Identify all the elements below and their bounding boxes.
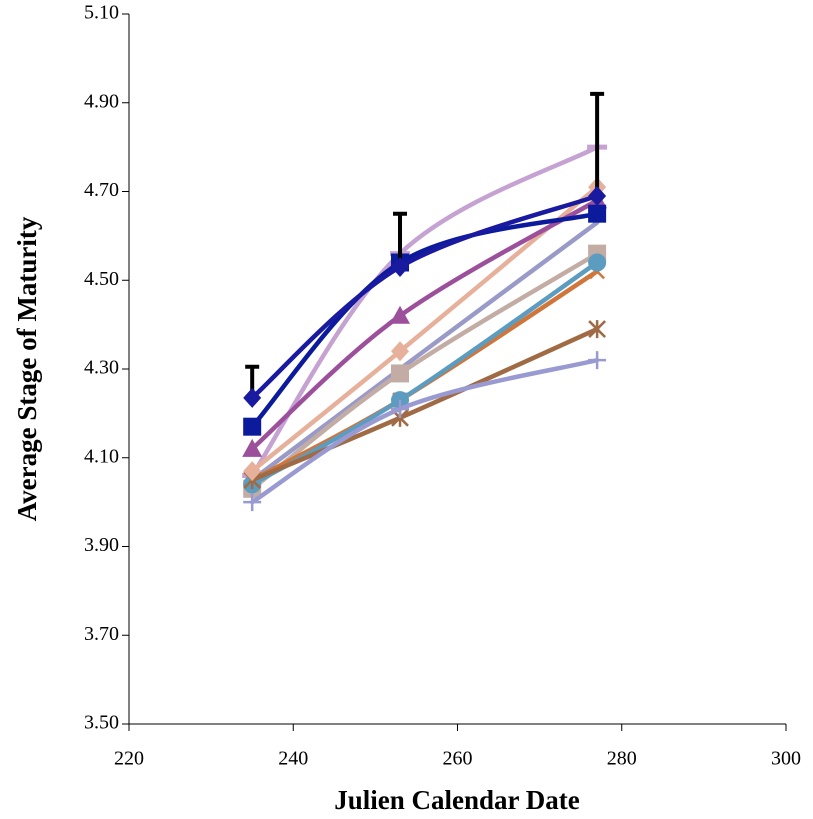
x-tick-label: 280 [607,748,637,770]
marker [390,305,411,324]
series-line [249,211,600,429]
marker [243,493,262,512]
x-tick-label: 260 [443,748,473,770]
marker [588,204,607,223]
y-axis-title: Average Stage of Maturity [12,216,42,521]
y-tick-label: 4.70 [84,179,119,201]
marker [391,256,410,277]
marker [588,351,607,370]
y-tick-label: 4.90 [84,90,119,112]
marker [391,399,410,418]
y-tick-label: 4.10 [84,445,119,467]
x-tick-label: 300 [771,748,801,770]
y-tick-label: 3.50 [84,712,119,734]
x-tick-label: 220 [114,748,144,770]
y-tick-label: 4.30 [84,357,119,379]
y-tick-label: 3.70 [84,623,119,645]
marker [391,341,410,362]
y-tick-label: 3.90 [84,534,119,556]
marker [243,461,262,482]
x-axis-title: Julien Calendar Date [334,785,580,815]
marker [391,364,410,383]
x-tick-label: 240 [278,748,308,770]
y-tick-label: 5.10 [84,2,119,24]
y-tick-label: 4.50 [84,268,119,290]
error-bar [590,91,605,196]
marker [242,438,263,457]
marker [243,417,262,436]
marker [588,185,607,206]
marker [243,387,262,408]
series-line [249,144,600,478]
series-line [249,198,600,452]
marker [588,320,606,339]
marker [588,253,607,272]
